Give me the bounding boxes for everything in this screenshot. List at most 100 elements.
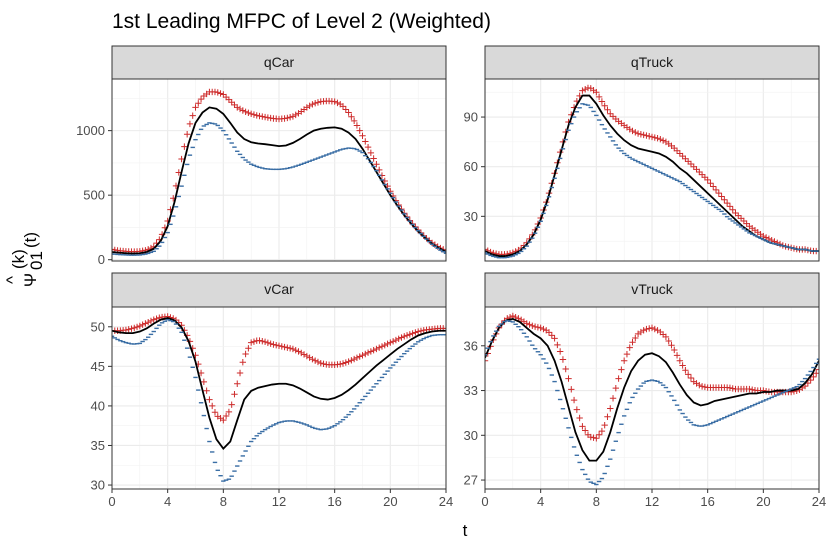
marker-plus (189, 112, 196, 119)
series-group-qTruck (485, 84, 819, 259)
marker-plus (710, 183, 717, 190)
marker-plus (721, 196, 728, 203)
marker-plus (620, 357, 628, 364)
marker-plus (671, 346, 678, 354)
marker-plus (284, 344, 291, 351)
marker-plus (607, 405, 614, 412)
y-tick-label: 0 (98, 252, 105, 267)
marker-plus (192, 104, 199, 111)
marker-plus (414, 328, 422, 335)
marker-plus (309, 101, 316, 108)
marker-plus (153, 315, 160, 322)
marker-plus (317, 359, 324, 367)
marker-plus (373, 160, 380, 168)
marker-plus (746, 385, 753, 393)
marker-plus (531, 323, 539, 330)
marker-plus (131, 324, 138, 332)
marker-plus (350, 117, 358, 125)
marker-plus (320, 360, 327, 368)
marker-plus (735, 212, 742, 219)
marker-plus (359, 132, 366, 139)
y-axis-title-symbol: Ψ (21, 273, 40, 287)
marker-plus (222, 412, 230, 420)
marker-plus (587, 433, 594, 441)
marker-plus (267, 340, 274, 347)
panel-border-qTruck (484, 78, 820, 262)
x-tick-label: 12 (272, 494, 286, 509)
marker-plus (206, 396, 213, 403)
marker-plus (651, 134, 658, 141)
y-tick-label: 50 (91, 319, 105, 334)
marker-plus (417, 327, 425, 335)
marker-plus (401, 333, 408, 340)
marker-plus (345, 109, 352, 116)
marker-plus (362, 350, 369, 358)
marker-plus (381, 341, 388, 349)
strip-label-vTruck: vTruck (631, 281, 673, 297)
marker-plus (548, 332, 555, 339)
marker-plus (668, 341, 675, 349)
marker-plus (139, 321, 146, 328)
y-tick-label: 27 (464, 473, 478, 488)
marker-plus (604, 413, 611, 420)
marker-plus (314, 99, 322, 106)
marker-plus (364, 349, 372, 356)
x-tick-label: 8 (593, 494, 600, 509)
x-tick-label: 24 (439, 494, 453, 509)
marker-plus (231, 391, 238, 398)
x-tick-label: 12 (645, 494, 659, 509)
marker-plus (239, 359, 247, 366)
marker-plus (259, 113, 266, 120)
marker-plus (220, 416, 227, 424)
marker-plus (278, 343, 285, 350)
marker-plus (556, 348, 564, 355)
marker-plus (181, 143, 188, 150)
marker-plus (217, 90, 224, 97)
gridlines-vTruck (485, 307, 819, 489)
marker-plus (740, 217, 748, 225)
marker-plus (565, 375, 572, 382)
marker-plus (256, 337, 263, 344)
marker-plus (353, 122, 361, 129)
marker-plus (632, 129, 639, 136)
marker-plus (242, 108, 249, 115)
marker-plus (609, 113, 617, 120)
strip-background-vTruck (484, 272, 820, 308)
y-axis-title: ^ Ψ (k) 01 (t) (3, 232, 46, 287)
marker-plus (612, 384, 620, 392)
marker-plus (593, 89, 600, 96)
marker-plus (604, 106, 611, 113)
marker-plus (696, 381, 703, 389)
marker-plus (384, 340, 391, 348)
marker-plus (298, 349, 305, 357)
marker-plus (261, 113, 269, 121)
marker-plus (409, 330, 416, 337)
marker-plus (704, 176, 711, 184)
marker-plus (749, 386, 756, 393)
marker-plus (209, 402, 216, 410)
x-tick-label: 16 (700, 494, 714, 509)
marker-plus (133, 323, 141, 331)
marker-plus (367, 149, 375, 157)
y-axis-title-superscript: (k) (9, 249, 28, 269)
marker-plus (270, 341, 277, 348)
marker-plus (601, 102, 608, 110)
marker-plus (684, 371, 692, 378)
marker-plus (367, 348, 375, 355)
marker-plus (350, 355, 358, 363)
marker-plus (815, 366, 819, 373)
marker-plus (601, 421, 608, 429)
x-tick-label: 4 (537, 494, 544, 509)
series-plus-markers (112, 313, 446, 424)
marker-plus (236, 105, 244, 113)
marker-plus (595, 431, 603, 438)
y-tick-label: 60 (464, 159, 478, 174)
panel-qTruck: qTruck 30 60 90 (464, 45, 820, 262)
marker-plus (247, 339, 255, 346)
marker-plus (554, 341, 561, 349)
marker-plus (136, 322, 144, 330)
y-axis-title-subscript: 01 (27, 251, 46, 270)
series-minus-markers (485, 103, 819, 259)
x-tick-label: 0 (108, 494, 115, 509)
